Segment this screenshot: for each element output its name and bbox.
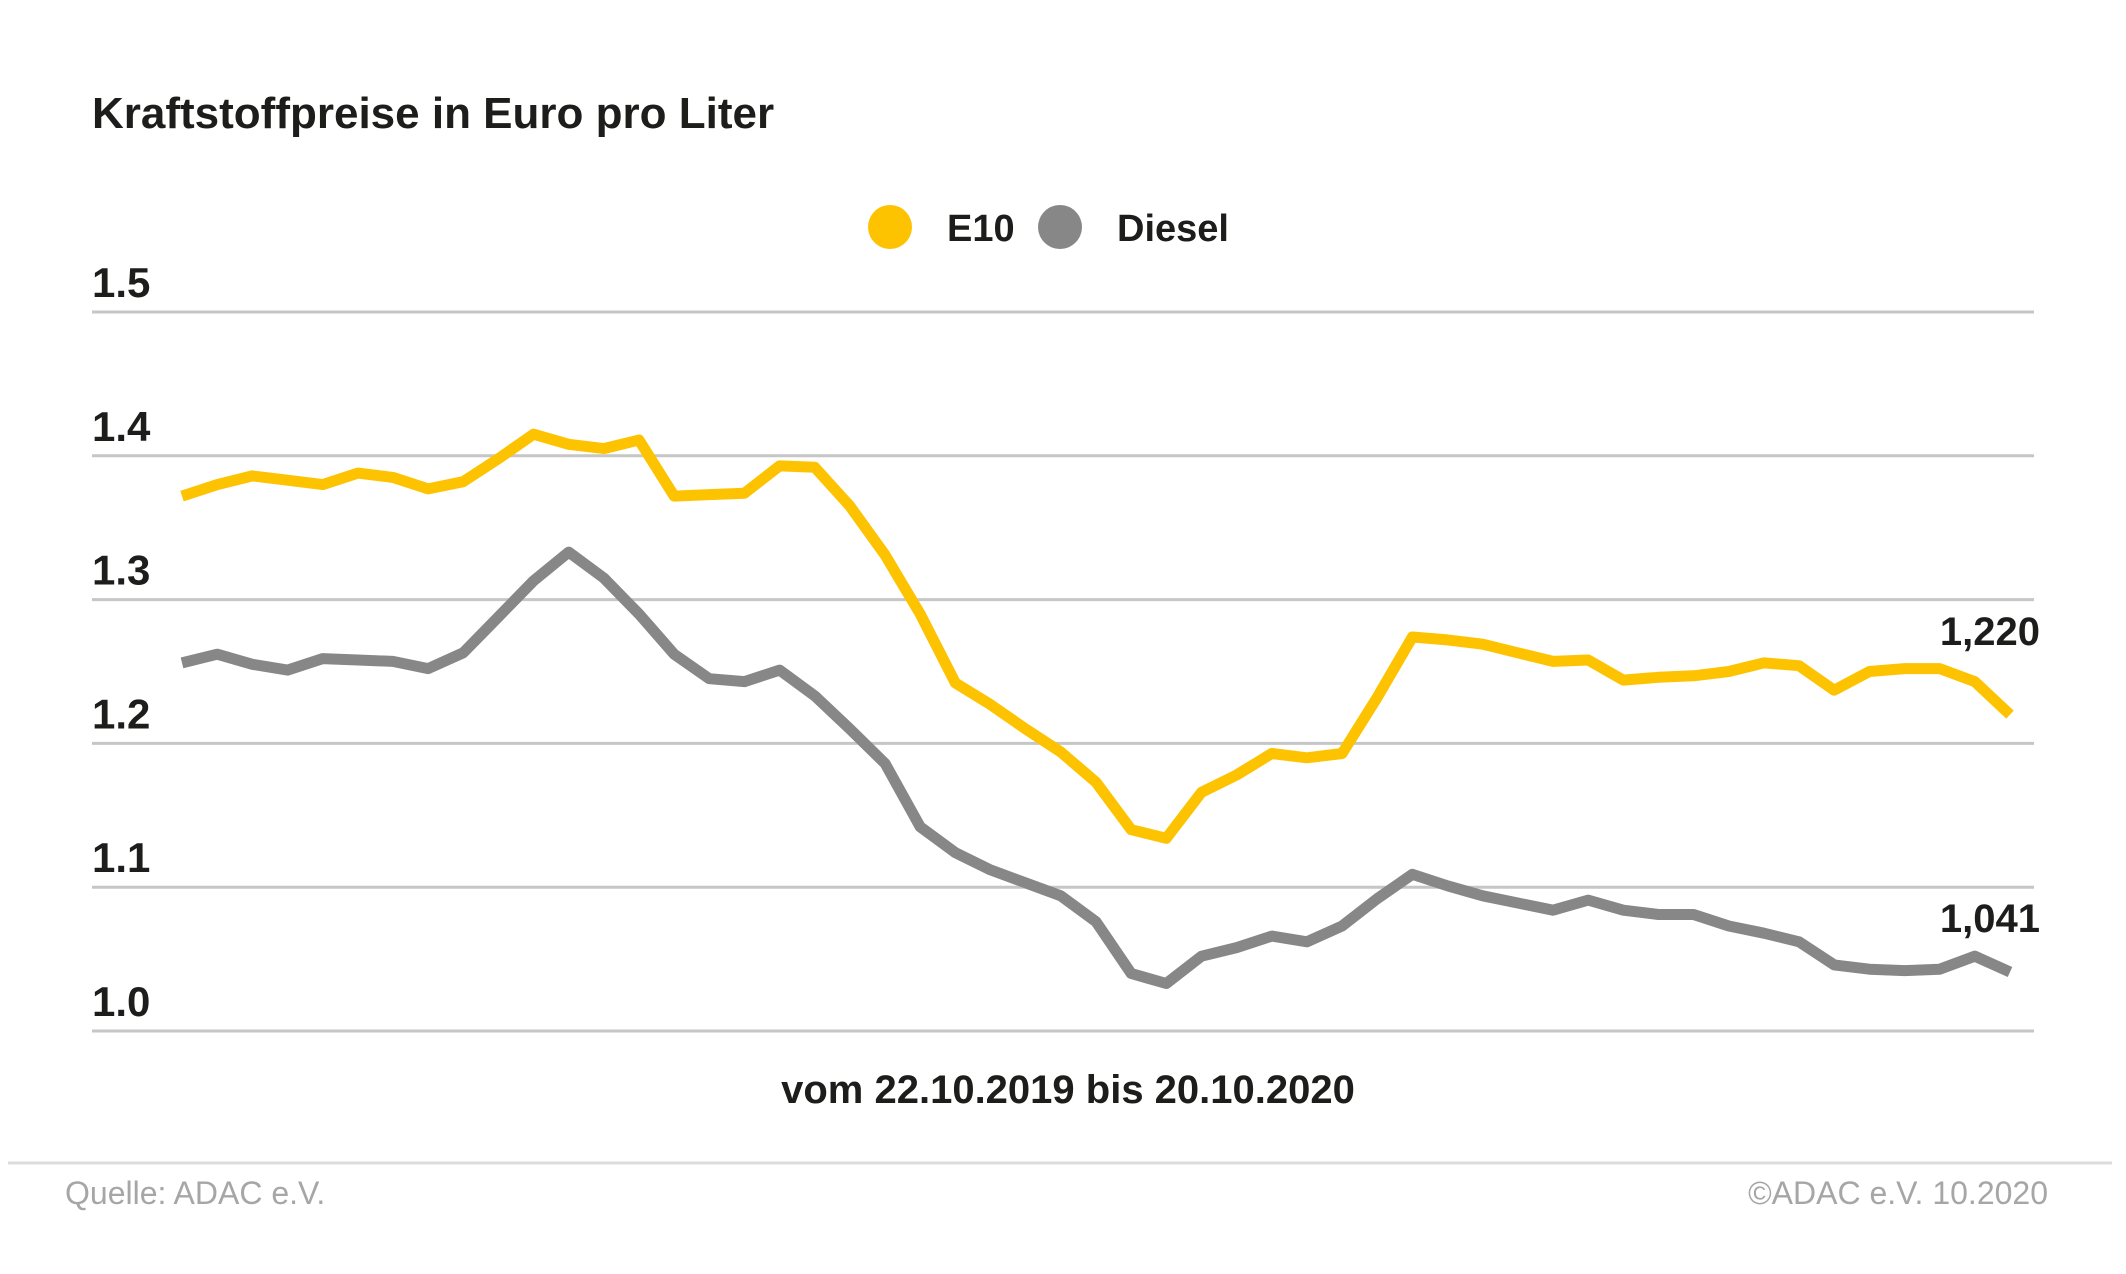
x-axis-caption: vom 22.10.2019 bis 20.10.2020 [781, 1068, 1355, 1112]
ytick-label-1.2: 1.2 [92, 690, 150, 737]
legend: E10 Diesel [868, 205, 1229, 250]
series-line-diesel [180, 546, 2013, 989]
legend-label-e10: E10 [947, 208, 1015, 250]
legend-label-diesel: Diesel [1117, 208, 1229, 250]
end-label-e10: 1,220 [1940, 610, 2040, 654]
y-axis-labels: 1.5 1.4 1.3 1.2 1.1 1.0 [92, 259, 151, 1025]
ytick-label-1.1: 1.1 [92, 834, 150, 881]
ytick-label-1.0: 1.0 [92, 978, 150, 1025]
gridlines [92, 310, 2034, 1033]
ytick-label-1.5: 1.5 [92, 259, 150, 306]
series-line-e10 [180, 428, 2014, 844]
page-title: Kraftstoffpreise in Euro pro Liter [92, 89, 774, 138]
legend-dot-e10 [868, 205, 912, 249]
footer-copyright: ©ADAC e.V. 10.2020 [1748, 1175, 2048, 1211]
ytick-label-1.3: 1.3 [92, 547, 150, 594]
legend-dot-diesel [1038, 205, 1082, 249]
ytick-label-1.4: 1.4 [92, 403, 151, 450]
series-lines [180, 428, 2014, 989]
end-label-diesel: 1,041 [1940, 897, 2040, 941]
footer-source: Quelle: ADAC e.V. [65, 1175, 325, 1211]
